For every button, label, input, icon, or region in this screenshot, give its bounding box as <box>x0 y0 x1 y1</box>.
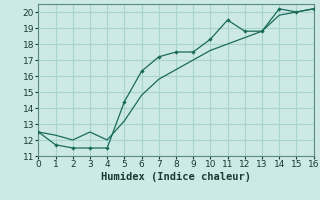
X-axis label: Humidex (Indice chaleur): Humidex (Indice chaleur) <box>101 172 251 182</box>
